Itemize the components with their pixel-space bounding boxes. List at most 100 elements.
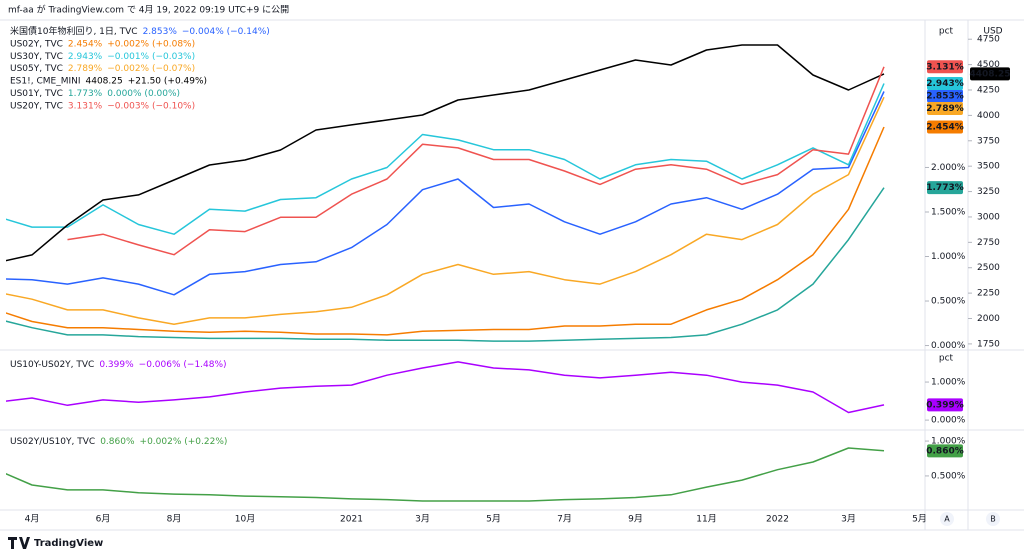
value-box	[927, 102, 963, 115]
value-box	[927, 77, 963, 90]
axis-button[interactable]	[940, 512, 954, 526]
x-tick-label: 3月	[415, 514, 430, 525]
x-tick-label: 5月	[912, 514, 927, 525]
plot-area	[6, 361, 885, 414]
x-tick-label: 4月	[25, 514, 40, 525]
y-tick-label: 0.000%	[931, 416, 966, 426]
legend-change: −0.002% (−0.07%)	[107, 64, 195, 74]
series-line	[6, 83, 885, 235]
legend-name: US30Y, TVC	[10, 51, 63, 61]
legend-change: +21.50 (+0.49%)	[128, 76, 207, 86]
legend-change: +0.002% (+0.22%)	[140, 437, 228, 447]
value-box	[927, 60, 963, 74]
legend-entry: US02Y/US10Y, TVC 0.860% +0.002% (+0.22%)	[10, 437, 227, 447]
y2-tick-label: 2750	[977, 238, 1000, 248]
series-line	[6, 361, 885, 414]
value-box	[927, 398, 963, 412]
legend-name: US20Y, TVC	[10, 101, 63, 111]
series-line	[6, 447, 885, 502]
legend-entry: US20Y, TVC 3.131% −0.003% (−0.10%)	[10, 101, 195, 111]
legend-value: 0.860%	[100, 437, 135, 447]
legend-value: 2.454%	[68, 39, 103, 49]
series-line	[6, 187, 885, 342]
x-tick-label: 3月	[841, 514, 856, 525]
legend-change: −0.001% (−0.03%)	[107, 51, 195, 61]
legend-value: 2.789%	[68, 64, 103, 74]
y2-tick-label: 4750	[977, 35, 1000, 45]
legend-change: 0.000% (0.00%)	[107, 89, 180, 99]
y2-tick-label: 1750	[977, 339, 1000, 349]
series-line	[6, 96, 885, 325]
legend-name: ES1!, CME_MINI	[10, 76, 81, 86]
x-tick-label: 9月	[628, 514, 643, 525]
header: mf-aa が TradingView.com で 4月 19, 2022 09…	[8, 4, 289, 16]
legend-name: US02Y, TVC	[10, 39, 63, 49]
y2-tick-label: 4250	[977, 86, 1000, 96]
value-box	[927, 444, 963, 458]
legend-change: +0.002% (+0.08%)	[107, 39, 195, 49]
value-box-label: 2.943%	[926, 79, 964, 89]
y-tick-label: 0.000%	[931, 341, 966, 351]
x-tick-label: 8月	[167, 514, 182, 525]
legend-value: 0.399%	[99, 360, 134, 370]
x-tick-label: 10月	[235, 514, 255, 525]
legend-value: 2.943%	[68, 51, 103, 61]
x-tick-label: 7月	[557, 514, 572, 525]
legend-value: 2.853%	[143, 27, 178, 37]
legend-value: 3.131%	[68, 101, 103, 111]
logo-icon	[8, 537, 30, 549]
value-box	[970, 67, 1010, 81]
axis-button-label[interactable]: B	[990, 515, 996, 524]
x-tick-label: 2022	[766, 515, 789, 525]
y2-tick-label: 4000	[977, 111, 1000, 121]
y-tick-label: 1.000%	[931, 437, 966, 447]
legend-change: −0.006% (−1.48%)	[139, 360, 227, 370]
y2-tick-label: 2000	[977, 314, 1000, 324]
value-box-label: 0.399%	[926, 400, 964, 410]
legend-value: 1.773%	[68, 89, 103, 99]
axis-button[interactable]	[986, 512, 1000, 526]
legend-name: US05Y, TVC	[10, 64, 63, 74]
legend-change: −0.003% (−0.10%)	[107, 101, 195, 111]
series-line	[6, 44, 885, 262]
series-line	[6, 126, 885, 336]
legend-entry: US05Y, TVC 2.789% −0.002% (−0.07%)	[10, 64, 195, 74]
y-tick-label: 1.000%	[931, 252, 966, 262]
legend-entry: ES1!, CME_MINI 4408.25 +21.50 (+0.49%)	[10, 76, 207, 86]
axis-unit: pct	[939, 354, 954, 364]
legend-name: US10Y-US02Y, TVC	[10, 360, 94, 370]
x-tick-label: 5月	[486, 514, 501, 525]
y-tick-label: 0.500%	[931, 297, 966, 307]
y-tick-label: 1.000%	[931, 378, 966, 388]
value-box-label: 3.131%	[926, 62, 964, 72]
legend-change: −0.004% (−0.14%)	[182, 27, 270, 37]
x-tick-label: 2021	[340, 515, 363, 525]
legend-value: 4408.25	[86, 76, 123, 86]
legend-name: 米国債10年物利回り, 1日, TVC	[10, 25, 138, 37]
legend-entry: US10Y-US02Y, TVC 0.399% −0.006% (−1.48%)	[10, 360, 227, 370]
value-box-label: 1.773%	[926, 183, 964, 193]
axis-unit: USD	[983, 27, 1002, 37]
y2-tick-label: 4500	[977, 60, 1000, 70]
plot-area	[6, 447, 885, 502]
value-box-label: 2.853%	[926, 92, 964, 102]
y2-tick-label: 3750	[977, 136, 1000, 146]
axis-button-label[interactable]: A	[944, 515, 950, 524]
series-line	[67, 66, 885, 256]
legend-entry: US01Y, TVC 1.773% 0.000% (0.00%)	[10, 89, 180, 99]
x-tick-label: 6月	[96, 514, 111, 525]
y2-tick-label: 3500	[977, 162, 1000, 172]
y2-tick-label: 2500	[977, 263, 1000, 273]
legend-entry: US02Y, TVC 2.454% +0.002% (+0.08%)	[10, 39, 195, 49]
y2-tick-label: 3000	[977, 212, 1000, 222]
y2-tick-label: 3250	[977, 187, 1000, 197]
series-line	[6, 91, 885, 296]
footer-logo: TradingView	[34, 538, 103, 549]
x-tick-label: 11月	[696, 514, 716, 525]
legend-name: US01Y, TVC	[10, 89, 63, 99]
value-box-label: 2.454%	[926, 123, 964, 133]
y-tick-label: 2.000%	[931, 163, 966, 173]
y-tick-label: 0.500%	[931, 471, 966, 481]
y2-tick-label: 2250	[977, 289, 1000, 299]
